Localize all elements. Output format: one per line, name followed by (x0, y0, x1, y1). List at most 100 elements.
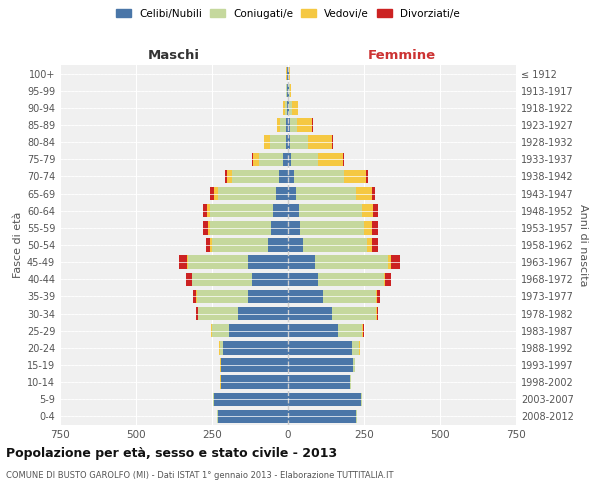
Bar (286, 118, 288, 132)
Bar (287, 84, 288, 98)
Bar (248, 256, 288, 269)
Bar (316, 256, 388, 269)
Bar (225, 170, 227, 183)
Bar (208, 204, 211, 218)
Bar (319, 152, 343, 166)
Bar (286, 84, 287, 98)
Bar (288, 187, 296, 200)
Bar (191, 272, 192, 286)
Bar (212, 238, 268, 252)
Bar (332, 307, 376, 320)
Bar (377, 307, 378, 320)
Bar (350, 376, 351, 389)
Bar (223, 341, 288, 354)
Bar (251, 272, 288, 286)
Bar (218, 187, 276, 200)
Bar (221, 358, 288, 372)
Bar (196, 290, 197, 303)
Bar (288, 204, 299, 218)
Bar (198, 307, 199, 320)
Bar (212, 324, 229, 338)
Bar (288, 256, 316, 269)
Bar (290, 136, 308, 149)
Text: COMUNE DI BUSTO GAROLFO (MI) - Dati ISTAT 1° gennaio 2013 - Elaborazione TUTTITA: COMUNE DI BUSTO GAROLFO (MI) - Dati ISTA… (6, 471, 394, 480)
Bar (338, 324, 362, 338)
Bar (323, 290, 376, 303)
Bar (232, 170, 279, 183)
Bar (273, 204, 288, 218)
Bar (303, 238, 367, 252)
Bar (361, 392, 362, 406)
Bar (391, 256, 400, 269)
Bar (371, 238, 377, 252)
Bar (259, 152, 283, 166)
Bar (288, 118, 290, 132)
Bar (288, 376, 350, 389)
Bar (213, 392, 214, 406)
Bar (211, 204, 273, 218)
Bar (376, 307, 377, 320)
Bar (214, 392, 288, 406)
Y-axis label: Anni di nascita: Anni di nascita (578, 204, 587, 286)
Bar (271, 136, 286, 149)
Bar (371, 221, 377, 234)
Bar (288, 324, 338, 338)
Bar (283, 152, 288, 166)
Bar (290, 84, 291, 98)
Bar (363, 324, 364, 338)
Bar (384, 272, 385, 286)
Bar (294, 170, 344, 183)
Bar (299, 204, 362, 218)
Bar (276, 187, 288, 200)
Bar (288, 221, 300, 234)
Bar (288, 272, 319, 286)
Bar (196, 307, 198, 320)
Bar (362, 324, 363, 338)
Bar (362, 204, 373, 218)
Bar (277, 118, 280, 132)
Bar (284, 101, 287, 114)
Bar (220, 341, 223, 354)
Bar (291, 152, 319, 166)
Bar (367, 238, 371, 252)
Bar (279, 170, 288, 183)
Bar (288, 67, 289, 80)
Bar (264, 136, 271, 149)
Bar (300, 221, 364, 234)
Bar (343, 152, 344, 166)
Bar (319, 272, 384, 286)
Bar (373, 204, 377, 218)
Bar (185, 272, 191, 286)
Bar (221, 376, 288, 389)
Bar (288, 84, 289, 98)
Bar (227, 170, 232, 183)
Bar (288, 136, 290, 149)
Bar (179, 256, 187, 269)
Bar (289, 84, 290, 98)
Bar (296, 187, 356, 200)
Legend: Celibi/Nubili, Coniugati/e, Vedovi/e, Divorziati/e: Celibi/Nubili, Coniugati/e, Vedovi/e, Di… (113, 6, 463, 22)
Bar (353, 358, 355, 372)
Bar (251, 152, 253, 166)
Bar (218, 410, 288, 423)
Bar (253, 152, 259, 166)
Bar (192, 272, 251, 286)
Bar (214, 187, 218, 200)
Text: Maschi: Maschi (148, 48, 200, 62)
Bar (211, 324, 212, 338)
Bar (344, 170, 365, 183)
Bar (288, 410, 356, 423)
Text: Popolazione per età, sesso e stato civile - 2013: Popolazione per età, sesso e stato civil… (6, 448, 337, 460)
Bar (377, 290, 380, 303)
Bar (365, 170, 368, 183)
Bar (188, 256, 248, 269)
Bar (359, 341, 360, 354)
Bar (268, 238, 288, 252)
Bar (238, 307, 288, 320)
Bar (288, 152, 291, 166)
Bar (288, 101, 289, 114)
Bar (288, 307, 332, 320)
Bar (211, 238, 212, 252)
Bar (292, 101, 298, 114)
Bar (283, 101, 284, 114)
